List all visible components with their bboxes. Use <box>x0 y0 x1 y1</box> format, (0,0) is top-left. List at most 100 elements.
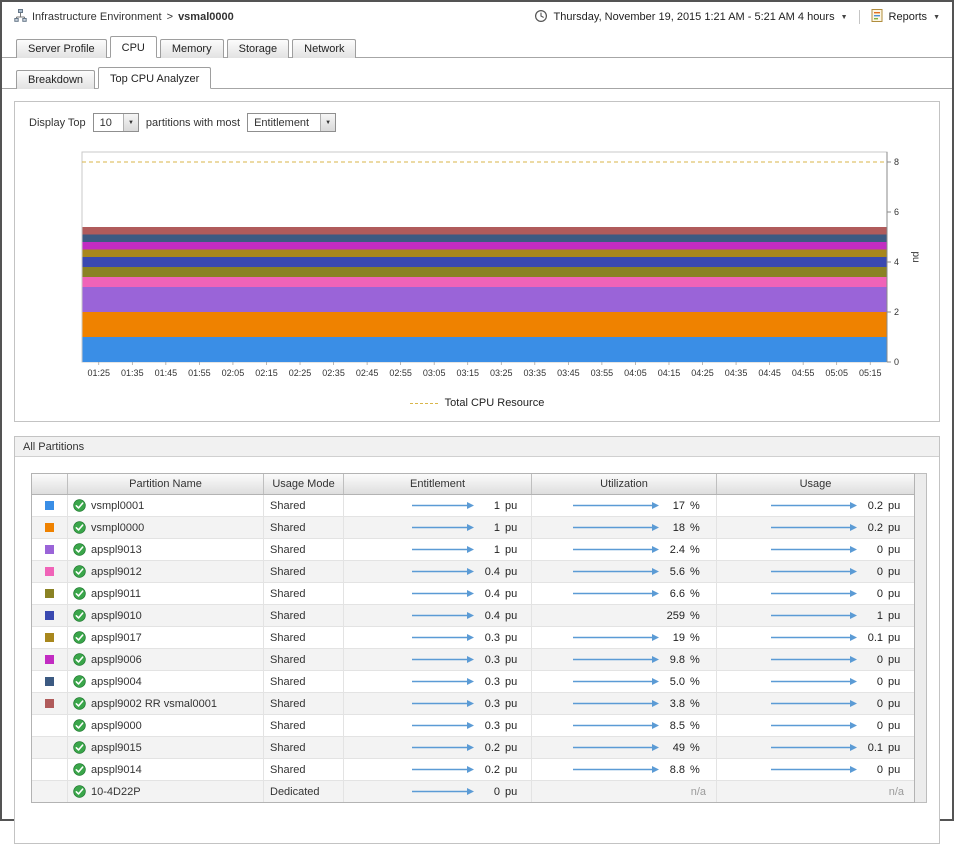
status-ok-icon <box>73 543 86 556</box>
metric-value: 8.5 <box>665 720 685 732</box>
table-row[interactable]: vsmpl0000Shared1pu18%0.2pu <box>32 517 914 539</box>
tab-cpu[interactable]: CPU <box>110 36 157 58</box>
metric-value: 9.8 <box>665 654 685 666</box>
trend-sparkline-icon <box>770 676 858 687</box>
reports-label[interactable]: Reports <box>889 11 928 23</box>
cpu-stacked-area-chart: 02468pu01:2501:3501:4501:5502:0502:1502:… <box>27 144 929 391</box>
metric-value: 17 <box>665 500 685 512</box>
partition-name[interactable]: apspl9014 <box>91 764 142 776</box>
table-row[interactable]: apspl9010Shared0.4pu259%1pu <box>32 605 914 627</box>
svg-text:03:45: 03:45 <box>557 368 580 378</box>
partition-name[interactable]: apspl9015 <box>91 742 142 754</box>
tab-storage[interactable]: Storage <box>227 39 290 58</box>
metric-unit: pu <box>505 500 521 512</box>
table-row[interactable]: 10-4D22PDedicated0pun/an/a <box>32 781 914 802</box>
series-color-swatch <box>45 523 54 532</box>
partition-name[interactable]: apspl9017 <box>91 632 142 644</box>
column-header[interactable]: Entitlement <box>344 474 532 494</box>
column-header[interactable]: Partition Name <box>68 474 264 494</box>
metric-value: 0 <box>863 654 883 666</box>
table-row[interactable]: apspl9014Shared0.2pu8.8%0pu <box>32 759 914 781</box>
metric-value: 0.2 <box>480 764 500 776</box>
trend-sparkline-icon <box>572 654 660 665</box>
tab-memory[interactable]: Memory <box>160 39 224 58</box>
usage-mode-value: Shared <box>270 566 305 578</box>
table-row[interactable]: apspl9017Shared0.3pu19%0.1pu <box>32 627 914 649</box>
table-row[interactable]: vsmpl0001Shared1pu17%0.2pu <box>32 495 914 517</box>
trend-sparkline-icon <box>572 566 660 577</box>
partition-name[interactable]: apspl9004 <box>91 676 142 688</box>
table-row[interactable]: apspl9015Shared0.2pu49%0.1pu <box>32 737 914 759</box>
partition-name-cell: 10-4D22P <box>68 781 264 802</box>
series-color-cell <box>32 693 68 714</box>
tab-breakdown[interactable]: Breakdown <box>16 70 95 89</box>
table-row[interactable]: apspl9011Shared0.4pu6.6%0pu <box>32 583 914 605</box>
trend-sparkline-icon <box>572 764 660 775</box>
column-header[interactable]: Usage <box>717 474 914 494</box>
metric-unit: % <box>690 764 706 776</box>
table-row[interactable]: apspl9002 RR vsmal0001Shared0.3pu3.8%0pu <box>32 693 914 715</box>
metric-value: 0.2 <box>480 742 500 754</box>
usage-cell: 0.2pu <box>717 517 914 538</box>
metric-unit: pu <box>888 742 904 754</box>
utilization-cell: 5.0% <box>532 671 717 692</box>
report-document-icon <box>871 9 883 25</box>
time-range-label[interactable]: Thursday, November 19, 2015 1:21 AM - 5:… <box>554 11 835 23</box>
partition-name-cell: apspl9002 RR vsmal0001 <box>68 693 264 714</box>
series-color-swatch <box>45 655 54 664</box>
partition-name[interactable]: vsmpl0001 <box>91 500 144 512</box>
partition-name[interactable]: apspl9000 <box>91 720 142 732</box>
metric-value: 0 <box>863 588 883 600</box>
metric-unit: % <box>690 566 706 578</box>
time-range-chevron-down-icon[interactable]: ▼ <box>841 14 848 21</box>
partition-name[interactable]: apspl9010 <box>91 610 142 622</box>
entitlement-cell: 0.2 pu <box>344 759 532 780</box>
metric-unit: pu <box>505 588 521 600</box>
chart-canvas: 02468pu01:2501:3501:4501:5502:0502:1502:… <box>27 144 929 388</box>
table-scrollbar[interactable] <box>915 473 927 803</box>
metric-value: 0 <box>863 698 883 710</box>
tab-server-profile[interactable]: Server Profile <box>16 39 107 58</box>
reports-chevron-down-icon[interactable]: ▼ <box>933 14 940 21</box>
metric-unit: pu <box>505 764 521 776</box>
partition-name-cell: apspl9004 <box>68 671 264 692</box>
table-row[interactable]: apspl9004Shared0.3pu5.0%0pu <box>32 671 914 693</box>
metric-select[interactable]: Entitlement ▼ <box>247 113 336 132</box>
metric-value: 0.3 <box>480 654 500 666</box>
top-count-select[interactable]: 10 ▼ <box>93 113 139 132</box>
partition-name[interactable]: apspl9013 <box>91 544 142 556</box>
partition-name[interactable]: 10-4D22P <box>91 786 141 798</box>
trend-sparkline-icon <box>770 610 858 621</box>
metric-unit: pu <box>888 676 904 688</box>
partition-name[interactable]: apspl9006 <box>91 654 142 666</box>
metric-unit: pu <box>505 786 521 798</box>
partition-name[interactable]: apspl9011 <box>91 588 141 600</box>
table-row[interactable]: apspl9006Shared0.3pu9.8%0pu <box>32 649 914 671</box>
partition-name-cell: apspl9010 <box>68 605 264 626</box>
svg-text:01:35: 01:35 <box>121 368 144 378</box>
breadcrumb-root[interactable]: Infrastructure Environment <box>32 11 162 23</box>
svg-text:02:15: 02:15 <box>255 368 278 378</box>
utilization-cell: 5.6% <box>532 561 717 582</box>
series-color-cell <box>32 561 68 582</box>
usage-mode-value: Shared <box>270 588 305 600</box>
trend-sparkline-icon <box>411 698 475 709</box>
tab-top-cpu-analyzer[interactable]: Top CPU Analyzer <box>98 67 211 89</box>
metric-unit: pu <box>888 610 904 622</box>
chart-controls: Display Top 10 ▼ partitions with most En… <box>29 113 929 132</box>
status-ok-icon <box>73 631 86 644</box>
column-header[interactable]: Usage Mode <box>264 474 344 494</box>
trend-sparkline-icon <box>411 764 475 775</box>
metric-unit: pu <box>505 610 521 622</box>
partition-name[interactable]: apspl9012 <box>91 566 142 578</box>
metric-value: 0.1 <box>863 742 883 754</box>
table-row[interactable]: apspl9012Shared0.4pu5.6%0pu <box>32 561 914 583</box>
column-header[interactable] <box>32 474 68 494</box>
table-row[interactable]: apspl9013Shared1pu2.4%0pu <box>32 539 914 561</box>
tab-network[interactable]: Network <box>292 39 356 58</box>
partition-name[interactable]: vsmpl0000 <box>91 522 144 534</box>
svg-text:02:35: 02:35 <box>322 368 345 378</box>
table-row[interactable]: apspl9000Shared0.3pu8.5%0pu <box>32 715 914 737</box>
partition-name[interactable]: apspl9002 RR vsmal0001 <box>91 698 217 710</box>
column-header[interactable]: Utilization <box>532 474 717 494</box>
